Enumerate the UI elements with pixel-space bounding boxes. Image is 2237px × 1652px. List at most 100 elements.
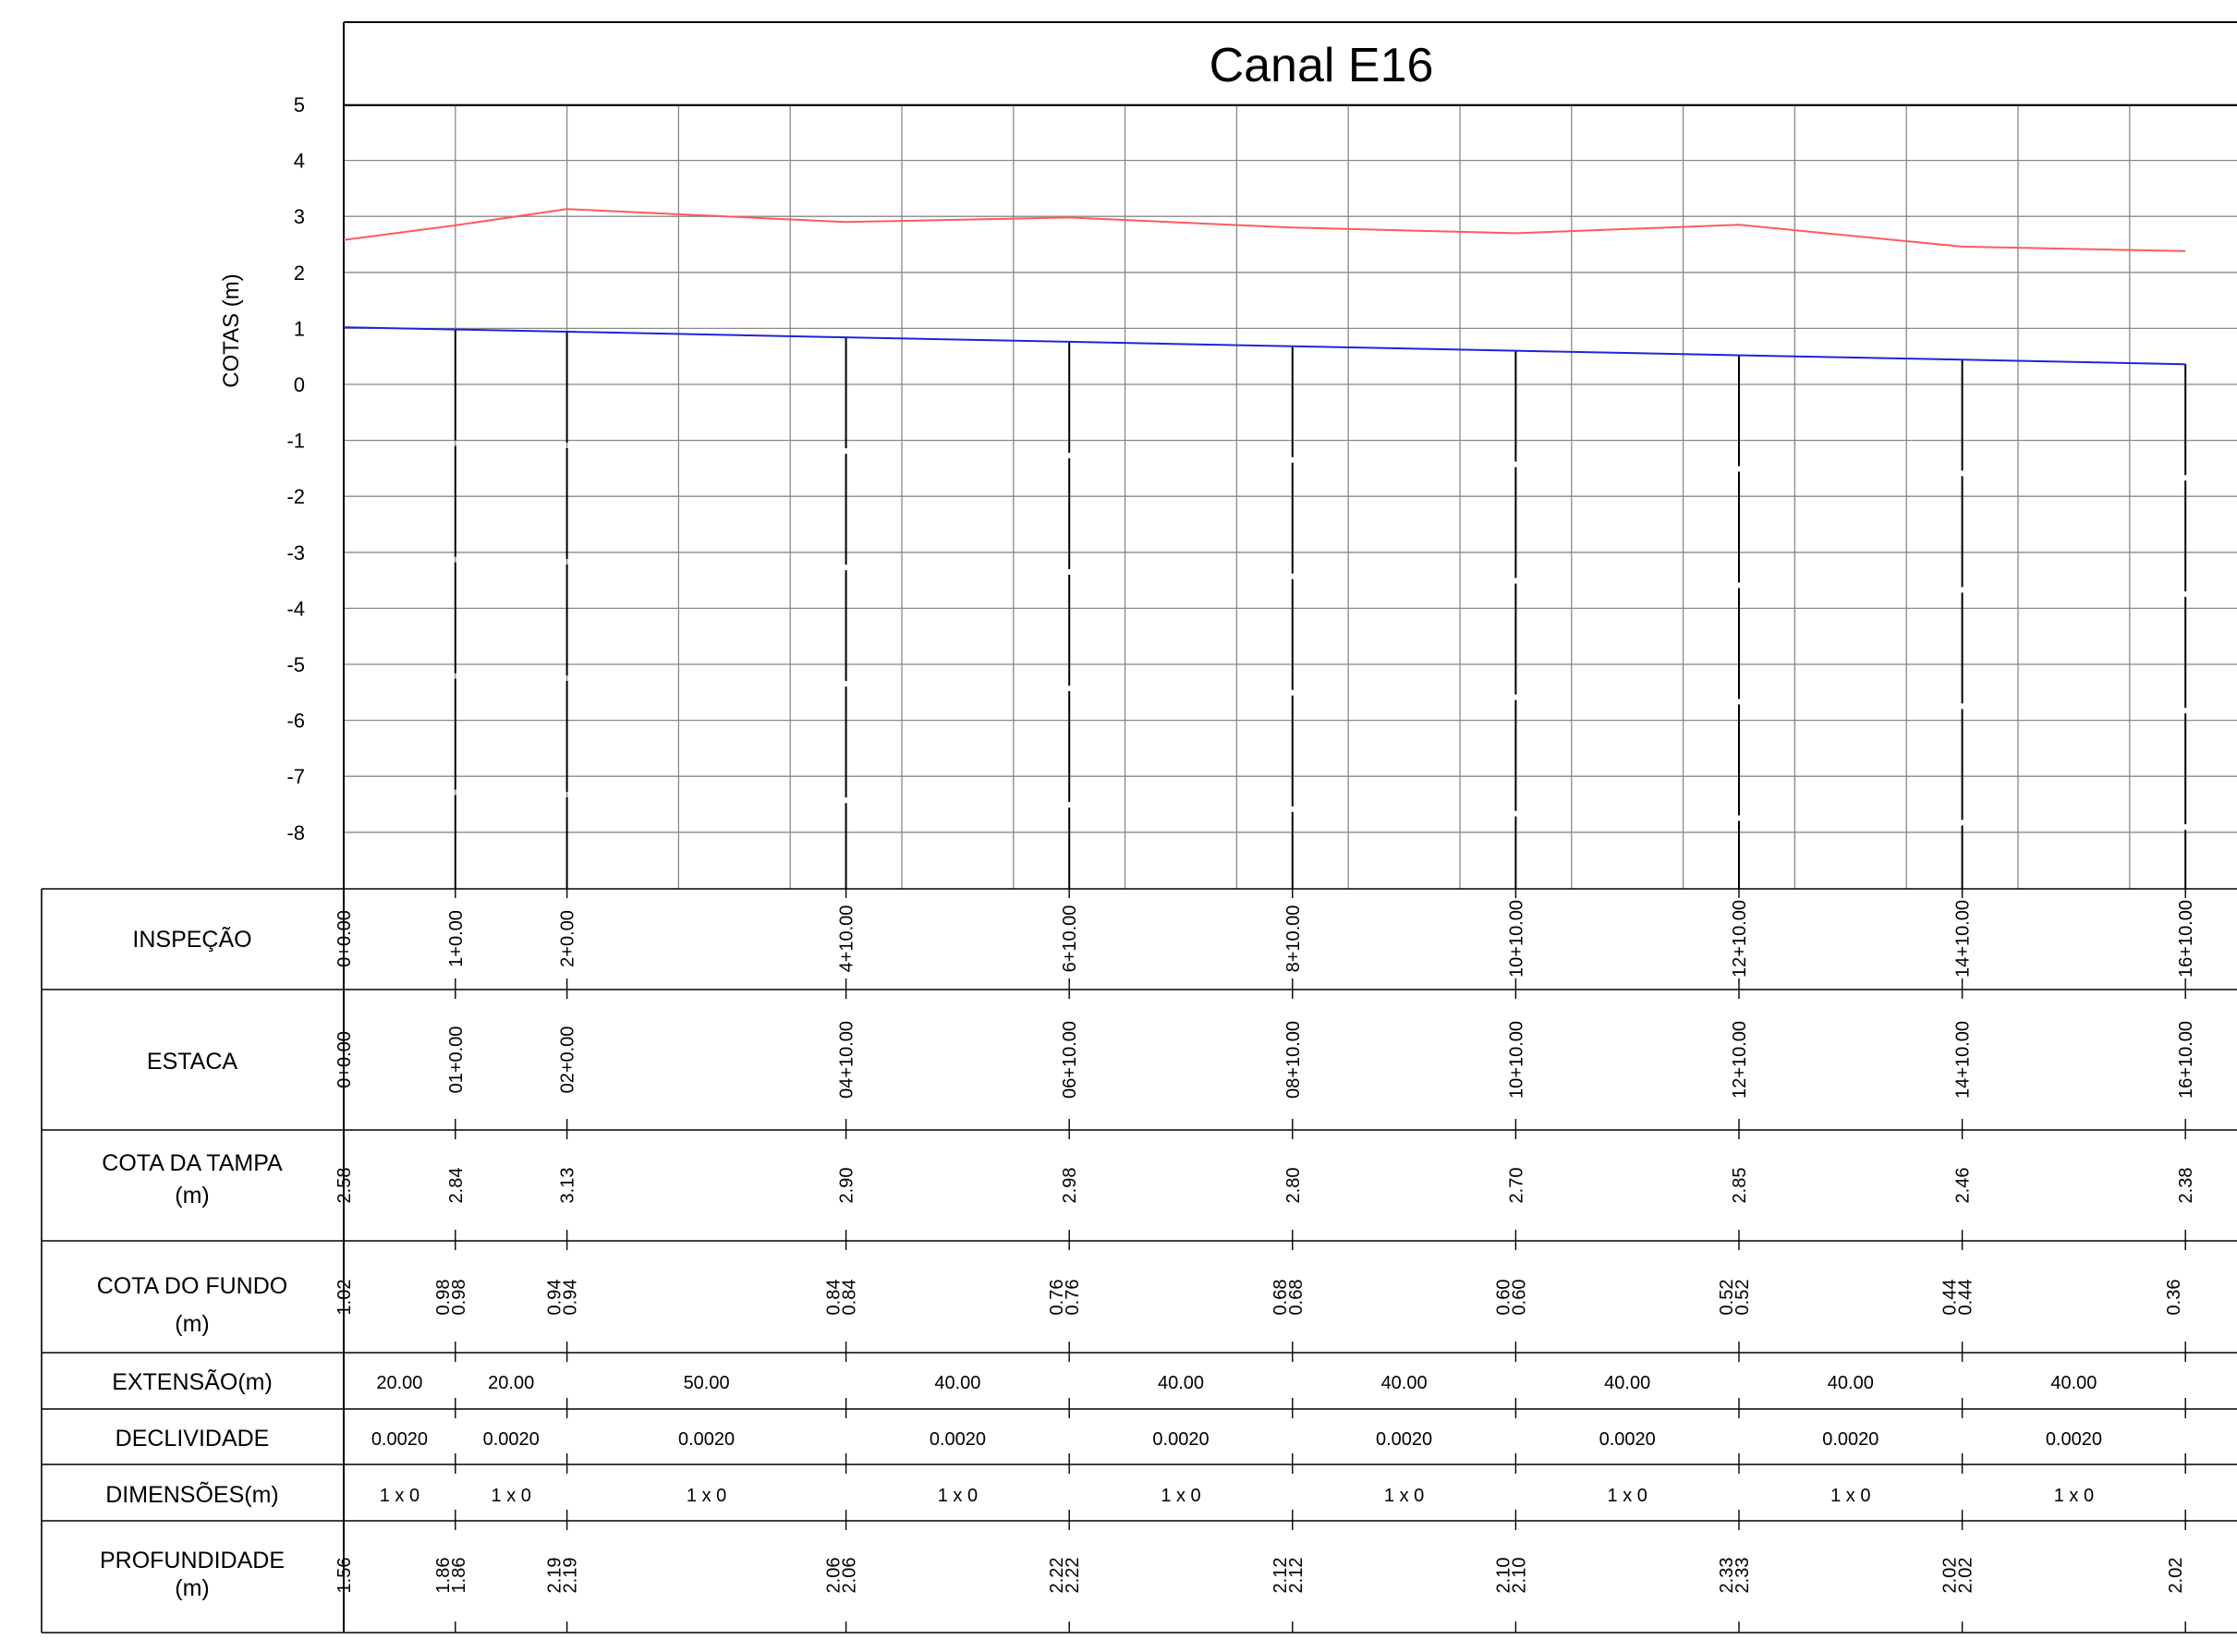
inspecao-station-label: 10+10.00 [1506,900,1526,978]
profundidade-value: 2.33 [1717,1558,1737,1594]
profundidade-value: 2.33 [1732,1558,1753,1594]
row-label-dimensoes: DIMENSÕES(m) [105,1481,279,1508]
estaca-station-label: 02+0.00 [558,1026,578,1094]
inspecao-station-label: 8+10.00 [1283,905,1304,973]
profundidade-value: 1.86 [433,1558,454,1594]
extensao-value: 40.00 [934,1373,980,1393]
cota-tampa-value: 2.85 [1730,1168,1750,1204]
dimensoes-value: 1 x 0 [1161,1486,1200,1506]
estaca-station-label: 12+10.00 [1730,1021,1750,1099]
inspecao-station-label: 16+10.00 [2176,900,2196,978]
profundidade-value: 2.19 [561,1558,581,1594]
inspecao-station-label: 1+0.00 [446,910,467,967]
declividade-value: 0.0020 [2046,1429,2102,1450]
profundidade-value: 2.19 [545,1558,565,1594]
cota-fundo-value: 0.36 [2164,1280,2184,1316]
estaca-station-label: 10+10.00 [1506,1021,1526,1099]
y-tick-label: -4 [286,597,305,620]
y-tick-label: -2 [286,485,305,508]
profundidade-value: 1.56 [334,1558,355,1594]
cota-tampa-value: 2.98 [1060,1168,1080,1204]
cota-fundo-value: 0.52 [1717,1280,1737,1316]
estaca-station-label: 0+0.00 [334,1031,355,1088]
declividade-value: 0.0020 [1376,1429,1432,1450]
y-tick-label: 2 [294,261,305,285]
declividade-value: 0.0020 [1152,1429,1209,1450]
cota-tampa-value: 2.70 [1506,1168,1526,1204]
cota-fundo-value: 0.98 [449,1280,469,1316]
y-tick-label: -6 [286,710,305,733]
y-tick-label: -5 [286,653,305,676]
cota-tampa-value: 2.58 [334,1168,355,1204]
extensao-value: 20.00 [488,1373,534,1393]
dimensoes-value: 1 x 0 [380,1486,419,1506]
y-tick-label: -8 [286,821,305,844]
declividade-value: 0.0020 [371,1429,428,1450]
row-label-profundidade-unit: (m) [175,1575,209,1601]
row-label-cota-fundo-unit: (m) [175,1311,209,1337]
cota-fundo-value: 0.94 [561,1280,581,1316]
y-tick-label: 5 [294,93,305,116]
dimensoes-value: 1 x 0 [492,1486,531,1506]
cota-fundo-value: 0.52 [1732,1280,1753,1316]
cota-fundo-value: 0.98 [433,1280,454,1316]
y-tick-label: -7 [286,765,305,788]
y-tick-label: 1 [294,317,305,340]
cota-tampa-value: 2.38 [2176,1168,2196,1204]
declividade-value: 0.0020 [1599,1429,1656,1450]
profundidade-value: 2.22 [1063,1558,1083,1594]
dimensoes-value: 1 x 0 [687,1486,726,1506]
row-label-cota-tampa-unit: (m) [175,1183,209,1209]
cota-fundo-value: 0.76 [1063,1280,1083,1316]
cota-fundo-value: 0.44 [1956,1280,1976,1316]
cota-tampa-value: 3.13 [558,1168,578,1204]
estaca-station-label: 16+10.00 [2176,1021,2196,1099]
estaca-station-label: 04+10.00 [837,1021,857,1099]
extensao-value: 20.00 [376,1373,422,1393]
cota-fundo-value: 0.44 [1940,1280,1961,1316]
extensao-value: 40.00 [1158,1373,1204,1393]
profundidade-value: 2.02 [1940,1558,1961,1594]
estaca-station-label: 01+0.00 [446,1026,467,1094]
extensao-value: 50.00 [684,1373,730,1393]
row-label-estaca: ESTACA [147,1049,237,1075]
profundidade-value: 2.22 [1047,1558,1067,1594]
declividade-value: 0.0020 [678,1429,735,1450]
estaca-station-label: 06+10.00 [1060,1021,1080,1099]
profundidade-value: 2.10 [1493,1558,1514,1594]
profile-data-table: INSPEÇÃO ESTACA COTA DA TAMPA (m) COTA DO FU… [41,888,2237,1634]
profundidade-value: 2.12 [1270,1558,1291,1594]
profundidade-value: 2.06 [824,1558,845,1594]
dimensoes-value: 1 x 0 [1608,1486,1647,1506]
y-tick-label: 4 [294,150,305,173]
inspecao-station-label: 12+10.00 [1730,900,1750,978]
row-label-inspecao: INSPEÇÃO [132,926,251,953]
declividade-value: 0.0020 [483,1429,540,1450]
profundidade-value: 2.10 [1509,1558,1529,1594]
row-label-profundidade: PROFUNDIDADE [100,1548,285,1573]
cota-fundo-value: 0.60 [1509,1280,1529,1316]
inspecao-station-label: 4+10.00 [837,905,857,973]
station-markers [454,329,2187,889]
dimensoes-value: 1 x 0 [2054,1486,2094,1506]
cota-fundo-value: 1.02 [334,1280,355,1316]
declividade-value: 0.0020 [1822,1429,1878,1450]
cota-tampa-value: 2.80 [1283,1168,1304,1204]
profundidade-value: 2.02 [2166,1558,2186,1594]
profundidade-value: 2.06 [840,1558,860,1594]
chart-frame [343,21,2237,1633]
row-label-cota-tampa: COTA DA TAMPA [102,1150,283,1176]
row-label-declividade: DECLIVIDADE [115,1426,270,1452]
profundidade-value: 2.12 [1286,1558,1307,1594]
cota-tampa-value: 2.84 [446,1168,467,1204]
y-tick-label: -3 [286,541,305,565]
dimensoes-value: 1 x 0 [938,1486,978,1506]
profundidade-value: 2.02 [1956,1558,1976,1594]
series-line-cota_fundo [343,326,2186,366]
inspecao-station-label: 14+10.00 [1953,900,1974,978]
estaca-station-label: 14+10.00 [1953,1021,1974,1099]
dimensoes-value: 1 x 0 [1384,1486,1424,1506]
cota-fundo-value: 0.68 [1286,1280,1307,1316]
cota-fundo-value: 0.60 [1493,1280,1514,1316]
